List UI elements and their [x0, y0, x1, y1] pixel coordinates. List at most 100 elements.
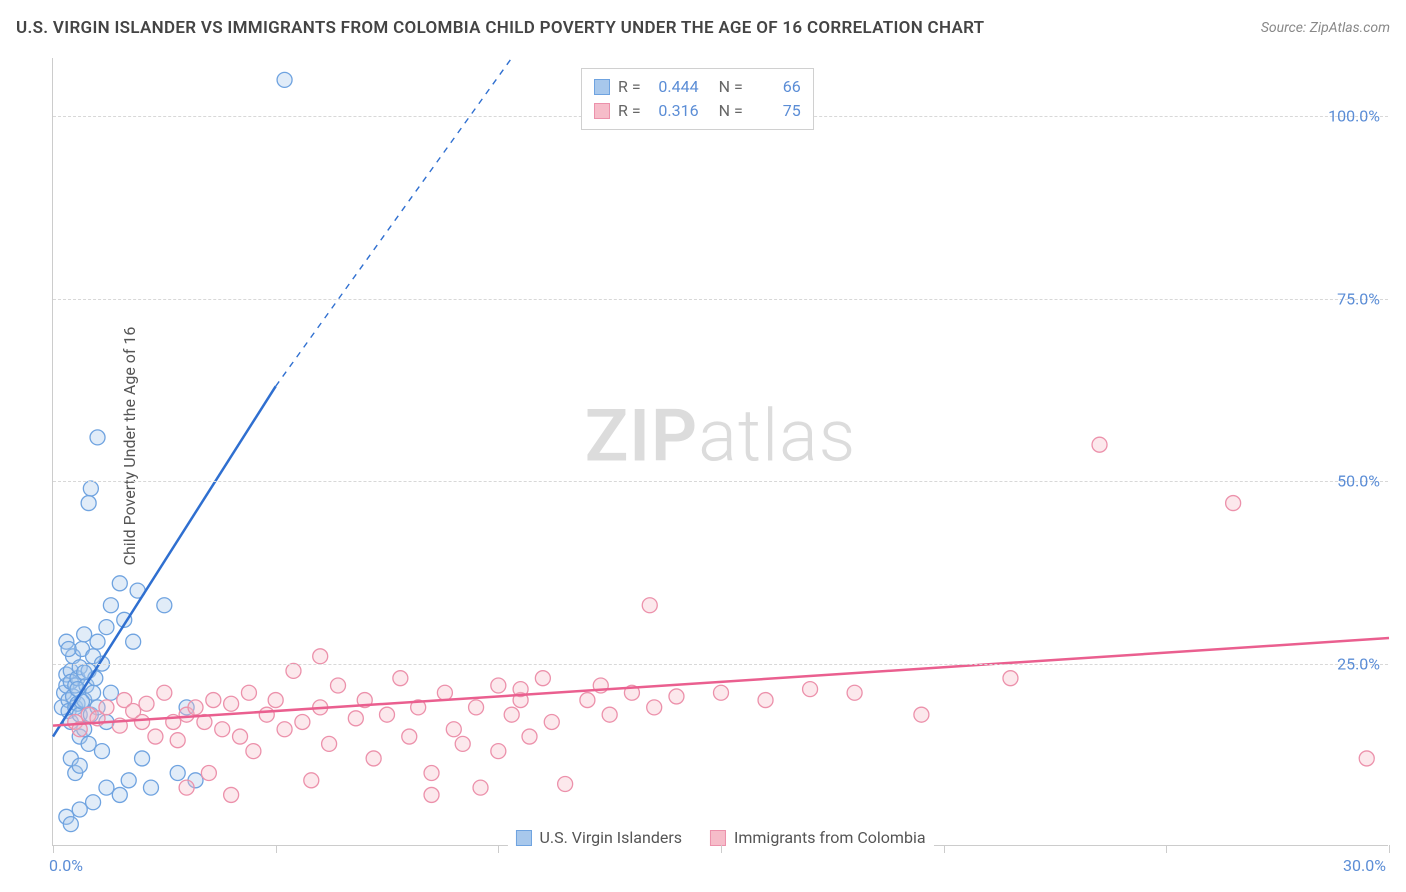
- data-point-usvi: [83, 481, 98, 496]
- data-point-colombia: [215, 722, 230, 737]
- scatter-plot-svg: [53, 58, 1388, 845]
- data-point-colombia: [504, 707, 519, 722]
- data-point-colombia: [206, 693, 221, 708]
- data-point-usvi: [72, 758, 87, 773]
- data-point-colombia: [393, 671, 408, 686]
- x-tick-label: 30.0%: [1343, 856, 1386, 875]
- data-point-colombia: [473, 780, 488, 795]
- data-point-colombia: [148, 729, 163, 744]
- data-point-colombia: [295, 714, 310, 729]
- r-value-usvi: 0.444: [649, 75, 699, 99]
- data-point-colombia: [224, 787, 239, 802]
- legend-label-colombia: Immigrants from Colombia: [734, 828, 926, 847]
- stats-row-usvi: R = 0.444 N = 66: [594, 75, 801, 99]
- y-tick-label: 100.0%: [1328, 107, 1380, 126]
- data-point-colombia: [170, 733, 185, 748]
- legend-label-usvi: U.S. Virgin Islanders: [539, 828, 682, 847]
- data-point-colombia: [455, 736, 470, 751]
- data-point-usvi: [63, 817, 78, 832]
- r-label: R =: [618, 99, 641, 123]
- x-tick: [53, 845, 54, 853]
- data-point-colombia: [1226, 496, 1241, 511]
- data-point-usvi: [86, 795, 101, 810]
- data-point-usvi: [90, 430, 105, 445]
- data-point-colombia: [714, 685, 729, 700]
- data-point-colombia: [491, 678, 506, 693]
- data-point-colombia: [201, 766, 216, 781]
- n-label: N =: [719, 75, 743, 99]
- data-point-usvi: [126, 634, 141, 649]
- data-point-usvi: [61, 642, 76, 657]
- data-point-colombia: [157, 685, 172, 700]
- data-point-usvi: [77, 627, 92, 642]
- r-label: R =: [618, 75, 641, 99]
- trend-line-dashed-usvi: [276, 58, 512, 386]
- data-point-colombia: [286, 663, 301, 678]
- data-point-colombia: [491, 744, 506, 759]
- gridline: [53, 299, 1388, 300]
- x-tick: [498, 845, 499, 853]
- y-tick-label: 50.0%: [1337, 472, 1380, 491]
- data-point-colombia: [424, 787, 439, 802]
- data-point-colombia: [1003, 671, 1018, 686]
- data-point-usvi: [277, 72, 292, 87]
- data-point-usvi: [81, 736, 96, 751]
- x-tick: [944, 845, 945, 853]
- source-attribution: Source: ZipAtlas.com: [1261, 20, 1390, 36]
- data-point-colombia: [669, 689, 684, 704]
- y-tick-label: 75.0%: [1337, 289, 1380, 308]
- x-tick: [276, 845, 277, 853]
- data-point-colombia: [348, 711, 363, 726]
- data-point-usvi: [72, 802, 87, 817]
- x-tick: [1389, 845, 1390, 853]
- data-point-colombia: [914, 707, 929, 722]
- data-point-colombia: [1092, 437, 1107, 452]
- data-point-colombia: [424, 766, 439, 781]
- r-value-colombia: 0.316: [649, 99, 699, 123]
- data-point-colombia: [233, 729, 248, 744]
- gridline: [53, 481, 1388, 482]
- stats-box: R =0.444N =66R =0.316N =75: [581, 68, 814, 130]
- data-point-colombia: [224, 696, 239, 711]
- data-point-colombia: [647, 700, 662, 715]
- data-point-colombia: [246, 744, 261, 759]
- data-point-colombia: [322, 736, 337, 751]
- data-point-colombia: [558, 776, 573, 791]
- chart-title: U.S. VIRGIN ISLANDER VS IMMIGRANTS FROM …: [16, 18, 984, 38]
- data-point-colombia: [188, 700, 203, 715]
- data-point-colombia: [366, 751, 381, 766]
- swatch-usvi: [594, 79, 610, 95]
- data-point-colombia: [179, 780, 194, 795]
- data-point-colombia: [469, 700, 484, 715]
- data-point-colombia: [313, 649, 328, 664]
- data-point-colombia: [402, 729, 417, 744]
- data-point-colombia: [380, 707, 395, 722]
- legend-item-colombia: Immigrants from Colombia: [710, 828, 926, 847]
- data-point-colombia: [135, 714, 150, 729]
- data-point-colombia: [139, 696, 154, 711]
- data-point-usvi: [90, 634, 105, 649]
- n-value-usvi: 66: [751, 75, 801, 99]
- stats-row-colombia: R =0.316N =75: [594, 99, 801, 123]
- data-point-colombia: [446, 722, 461, 737]
- data-point-usvi: [143, 780, 158, 795]
- plot-area: ZIPatlas U.S. Virgin IslandersImmigrants…: [52, 58, 1388, 846]
- trend-line-usvi: [53, 386, 276, 736]
- data-point-colombia: [331, 678, 346, 693]
- swatch-colombia: [594, 103, 610, 119]
- data-point-usvi: [103, 598, 118, 613]
- data-point-usvi: [94, 744, 109, 759]
- data-point-usvi: [170, 766, 185, 781]
- legend-swatch-colombia: [710, 830, 726, 846]
- data-point-colombia: [522, 729, 537, 744]
- data-point-colombia: [268, 693, 283, 708]
- data-point-usvi: [99, 780, 114, 795]
- legend-item-usvi: U.S. Virgin Islanders: [515, 828, 682, 847]
- data-point-usvi: [99, 620, 114, 635]
- data-point-usvi: [121, 773, 136, 788]
- data-point-colombia: [259, 707, 274, 722]
- data-point-colombia: [535, 671, 550, 686]
- data-point-usvi: [81, 496, 96, 511]
- legend-swatch-usvi: [515, 830, 531, 846]
- trend-line-colombia: [53, 638, 1389, 726]
